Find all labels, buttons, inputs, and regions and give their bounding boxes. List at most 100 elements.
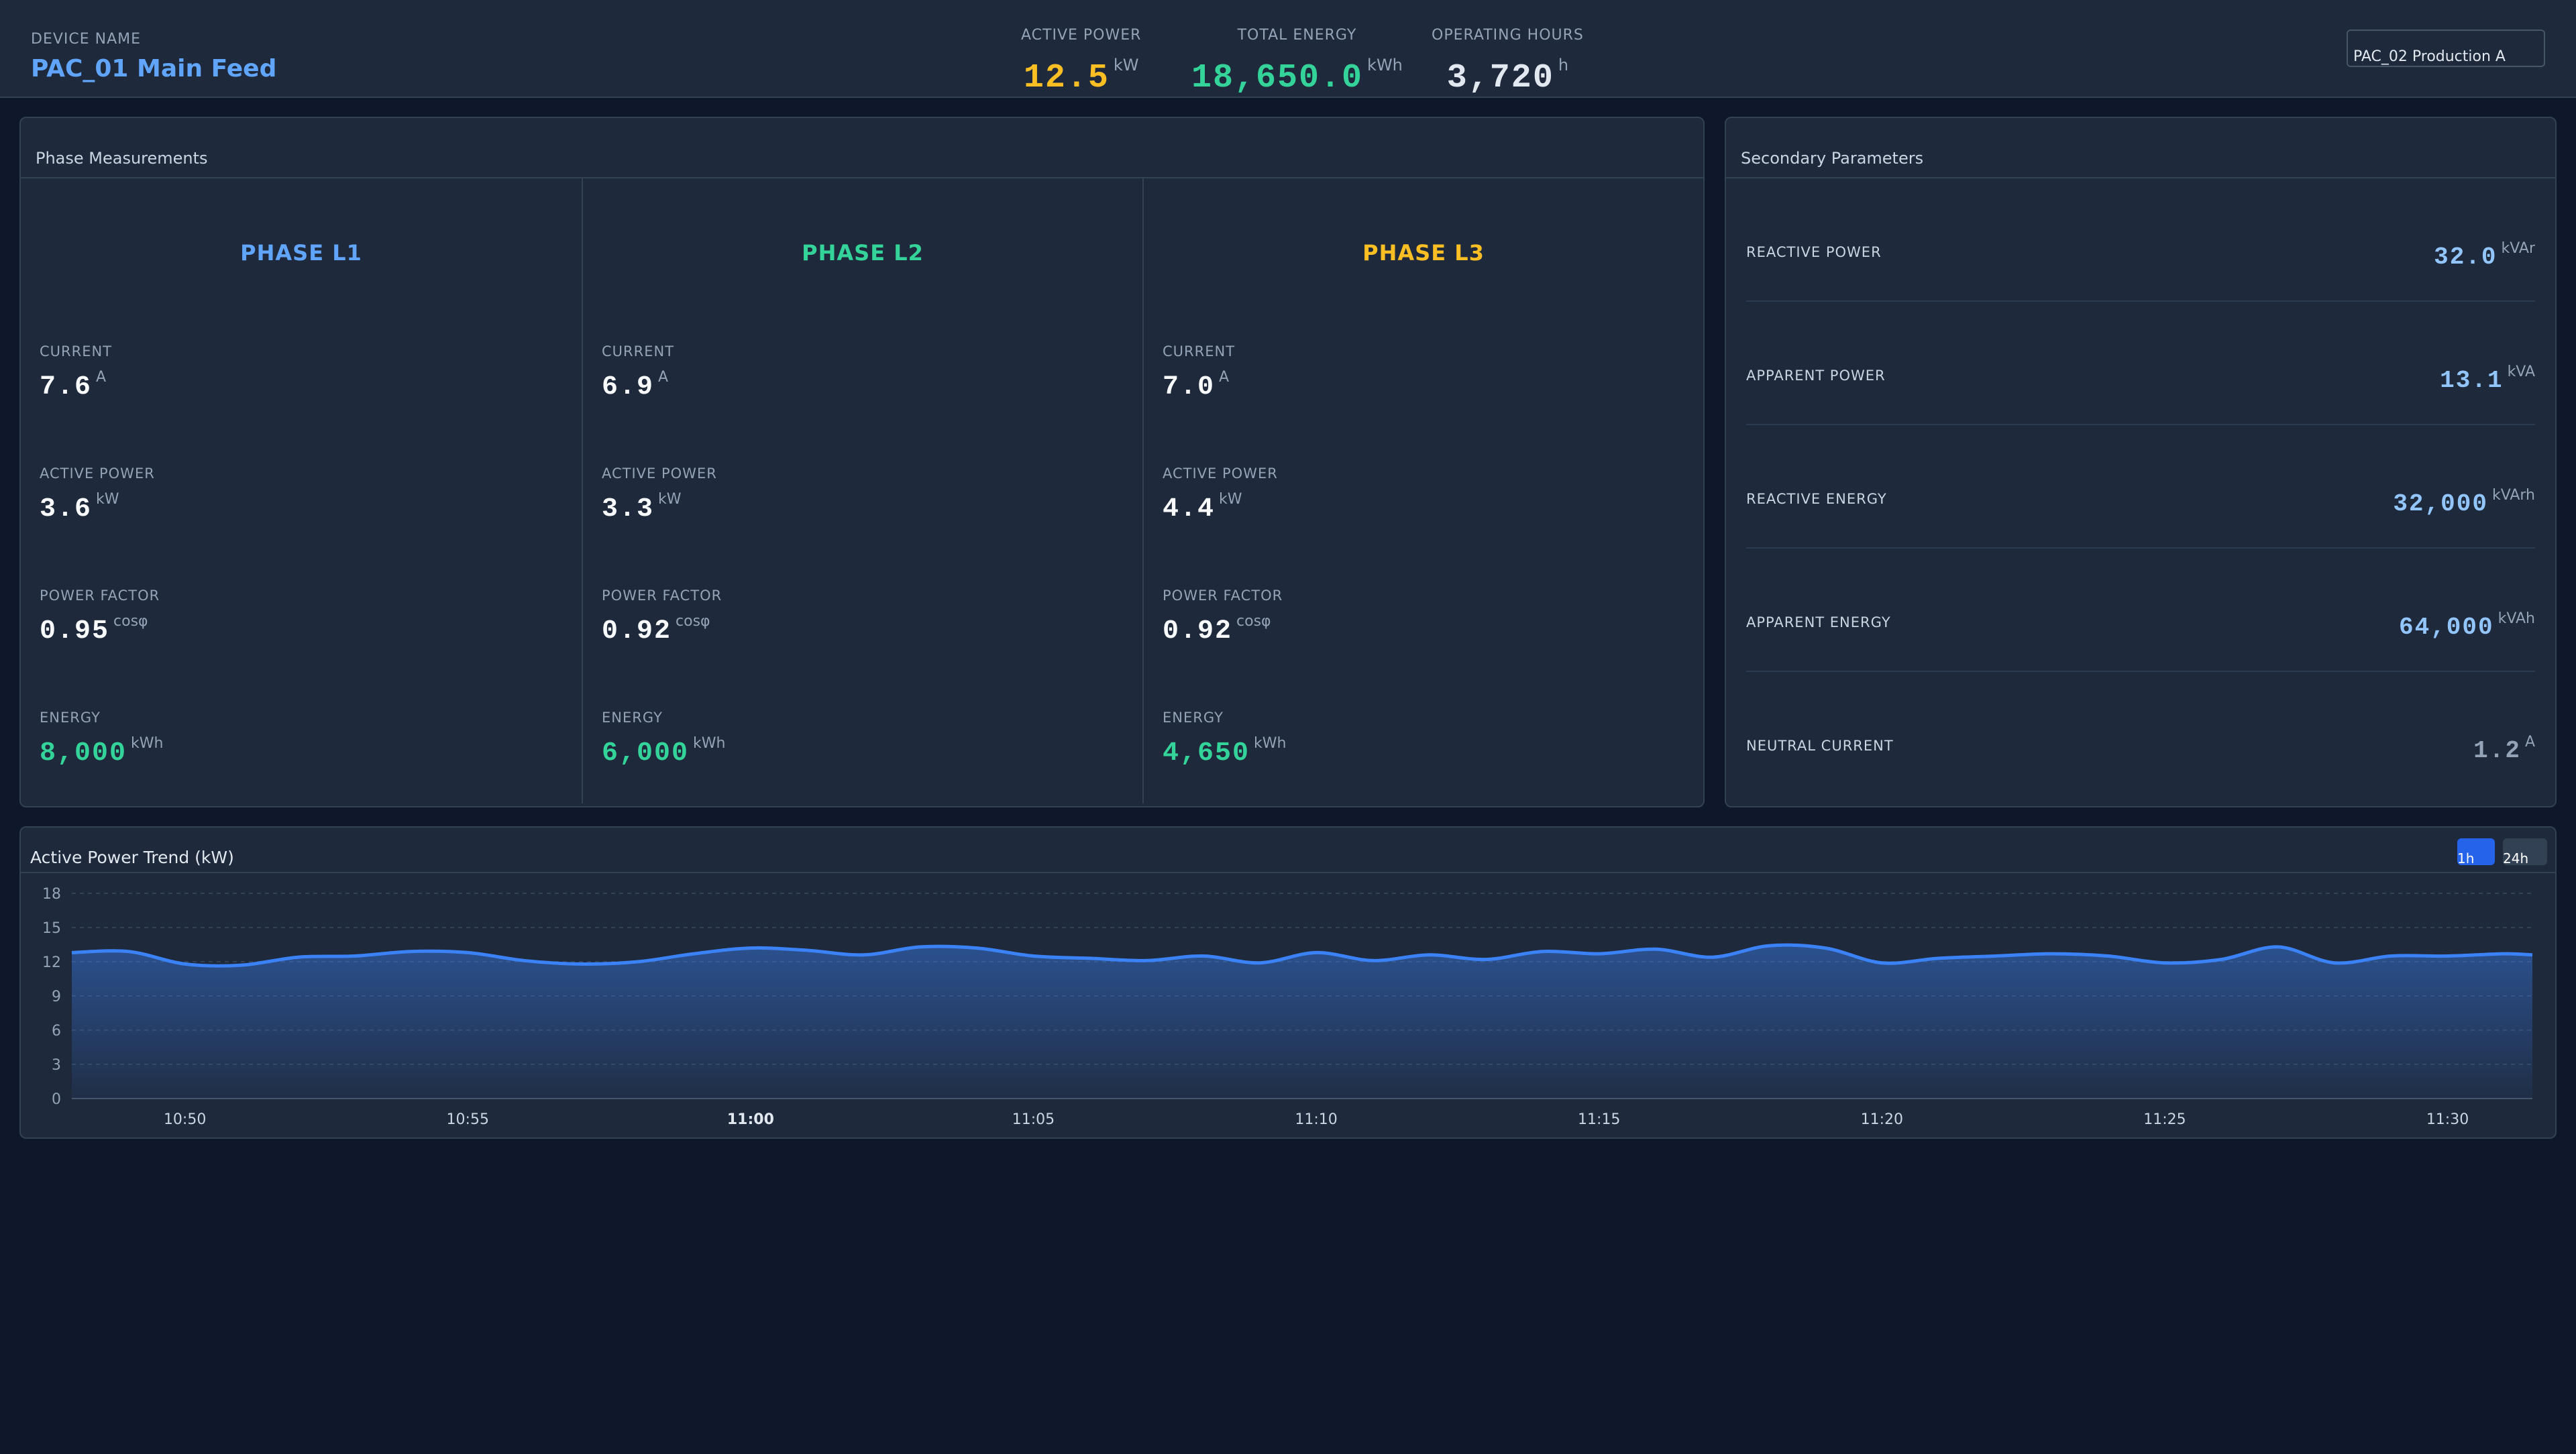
y-tick-label: 15 [42,920,61,937]
header-stat-value: 18,650.0 [1191,59,1364,97]
metric-current: CURRENT 7.0 A [1163,343,1235,402]
header-stat-total-energy: TOTAL ENERGY 18,650.0 kWh [1191,27,1403,97]
metric-value: 6,000 [602,738,690,769]
secondary-unit: A [2524,734,2535,750]
range-button-24h[interactable]: 24h [2503,838,2547,866]
secondary-value: 1.2 [2473,737,2521,765]
trend-title: Active Power Trend (kW) [21,828,2555,873]
metric-value: 6.9 [602,372,655,402]
metric-label: ENERGY [40,710,101,726]
header-stat-label: ACTIVE POWER [1021,27,1142,44]
secondary-value: 13.1 [2440,367,2504,394]
x-tick-label: 11:00 [727,1111,774,1128]
secondary-label: REACTIVE POWER [1746,244,1882,260]
y-tick-label: 18 [42,886,61,903]
series-area-fill [72,945,2532,1099]
metric-unit: kW [658,491,682,508]
secondary-row-reactive-power: REACTIVE POWER 32.0 kVAr [1746,178,2535,302]
metric-value: 0.92 [1163,616,1233,647]
secondary-label: REACTIVE ENERGY [1746,491,1887,507]
metric-unit: kWh [1254,735,1287,752]
secondary-label: APPARENT ENERGY [1746,614,1891,630]
y-tick-label: 6 [52,1023,61,1040]
metric-unit: A [1219,369,1230,386]
header-stat-label: TOTAL ENERGY [1237,27,1357,44]
metric-value: 0.92 [602,616,672,647]
metric-current: CURRENT 6.9 A [602,343,674,402]
x-tick-label: 11:30 [2426,1111,2469,1128]
metric-label: CURRENT [40,343,113,359]
device-name-label: DEVICE NAME [31,31,142,48]
active-power-trend-panel: Active Power Trend (kW) 1h 24h 0 3 6 9 12 15 1… [19,826,2557,1139]
metric-unit: kWh [131,735,164,752]
x-tick-label: 11:25 [2143,1111,2186,1128]
metric-unit: A [658,369,669,386]
secondary-label: NEUTRAL CURRENT [1746,738,1894,754]
metric-value: 8,000 [40,738,127,769]
phase-column-l3: PHASE L3 CURRENT 7.0 A ACTIVE POWER 4.4 kW… [1142,178,1703,803]
secondary-value: 32,000 [2393,490,2488,518]
header-stat-unit: kW [1113,56,1139,74]
phase-column-l2: PHASE L2 CURRENT 6.9 A ACTIVE POWER 3.3 kW… [582,178,1142,803]
secondary-value: 32.0 [2434,243,2498,271]
phase-heading: PHASE L2 [802,240,924,266]
y-tick-label: 12 [42,954,61,971]
metric-label: ACTIVE POWER [40,465,155,482]
metric-unit: cosφ [676,613,710,630]
metric-energy: ENERGY 6,000 kWh [602,710,725,769]
metric-value: 4,650 [1163,738,1250,769]
device-name: PAC_01 Main Feed [31,55,277,82]
header-stat-unit: kWh [1367,56,1403,74]
metric-unit: kW [96,491,119,508]
phase-column-l1: PHASE L1 CURRENT 7.6 A ACTIVE POWER 3.6 kW… [21,178,582,803]
metric-label: ACTIVE POWER [1163,465,1278,482]
secondary-unit: kVArh [2491,487,2535,504]
metric-value: 7.6 [40,372,93,402]
series-line [71,943,2533,968]
secondary-unit: kVAh [2498,610,2535,627]
metric-unit: A [96,369,107,386]
metric-active-power: ACTIVE POWER 4.4 kW [1163,465,1278,524]
x-tick-label: 10:55 [447,1111,489,1128]
metric-power-factor: POWER FACTOR 0.95 cosφ [40,588,160,647]
header-stat-value: 12.5 [1023,59,1110,97]
metric-value: 7.0 [1163,372,1216,402]
phase-heading: PHASE L3 [1362,240,1485,266]
secondary-parameters-panel: Secondary Parameters REACTIVE POWER 32.0… [1725,117,2557,807]
metric-unit: kW [1219,491,1242,508]
x-tick-label: 11:20 [1861,1111,1903,1128]
metric-energy: ENERGY 8,000 kWh [40,710,163,769]
range-button-1h[interactable]: 1h [2457,838,2495,866]
metric-unit: kWh [693,735,726,752]
metric-label: POWER FACTOR [40,588,160,604]
metric-label: ENERGY [602,710,663,726]
header-stat-value: 3,720 [1446,59,1554,97]
x-tick-label: 11:10 [1295,1111,1337,1128]
secondary-row-reactive-energy: REACTIVE ENERGY 32,000 kVArh [1746,425,2535,549]
metric-current: CURRENT 7.6 A [40,343,112,402]
metric-active-power: ACTIVE POWER 3.6 kW [40,465,155,524]
header-stat-label: OPERATING HOURS [1432,27,1584,44]
metric-unit: cosφ [1236,613,1271,630]
x-tick-label: 10:50 [164,1111,206,1128]
metric-power-factor: POWER FACTOR 0.92 cosφ [602,588,722,647]
secondary-unit: kVAr [2501,240,2535,257]
panel-title: Phase Measurements [21,118,1703,178]
device-select[interactable]: PAC_02 Production A [2347,30,2545,67]
metric-label: CURRENT [602,343,675,359]
panel-title: Secondary Parameters [1726,118,2555,178]
trend-chart: 0 3 6 9 12 15 18 10:50 10:55 11:00 11:05 11:10 11:1… [42,886,2533,1128]
metric-value: 3.6 [40,494,93,524]
metric-active-power: ACTIVE POWER 3.3 kW [602,465,717,524]
y-tick-label: 3 [52,1057,61,1074]
secondary-value: 64,000 [2398,614,2494,641]
secondary-label: APPARENT POWER [1746,368,1886,384]
metric-power-factor: POWER FACTOR 0.92 cosφ [1163,588,1283,647]
metric-unit: cosφ [113,613,148,630]
metric-value: 3.3 [602,494,655,524]
y-tick-label: 0 [52,1091,61,1108]
metric-label: CURRENT [1163,343,1236,359]
secondary-row-neutral-current: NEUTRAL CURRENT 1.2 A [1746,672,2535,795]
secondary-row-apparent-power: APPARENT POWER 13.1 kVA [1746,302,2535,425]
header-stat-active-power: ACTIVE POWER 12.5 kW [1021,27,1141,97]
